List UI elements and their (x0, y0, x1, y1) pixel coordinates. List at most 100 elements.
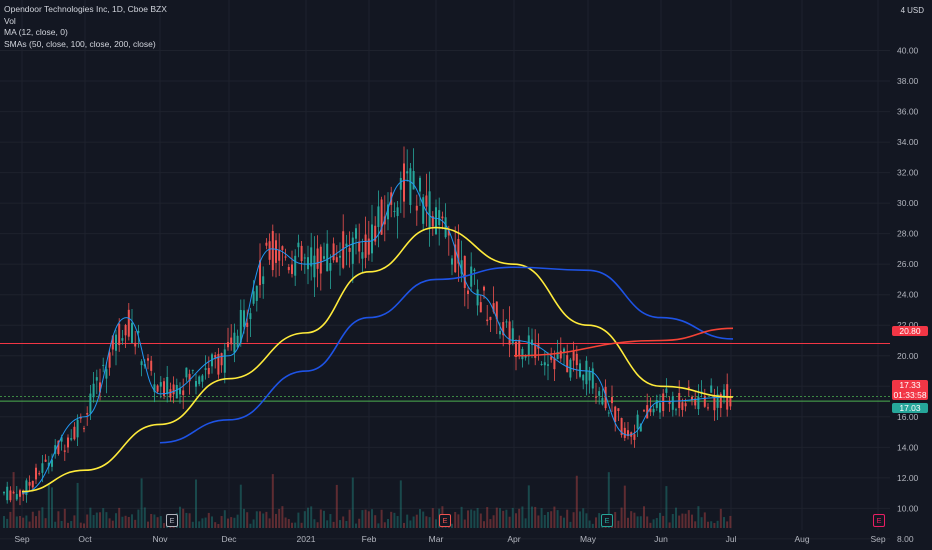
price-tick-label: 12.00 (897, 473, 919, 483)
candle-body (499, 330, 501, 335)
candle-body (361, 252, 364, 259)
candle-body (207, 367, 210, 375)
volume-bars (3, 472, 732, 528)
ma-indicator-label[interactable]: MA (12, close, 0) (4, 27, 68, 37)
candle-body (543, 362, 546, 366)
volume-bar (518, 508, 521, 528)
volume-bar (684, 513, 687, 528)
candle-body (185, 367, 188, 378)
price-tick-label: 30.00 (897, 198, 919, 208)
volume-bar (428, 517, 431, 528)
volume-bar (534, 506, 537, 528)
vol-indicator-label[interactable]: Vol (4, 15, 16, 26)
time-tick-label: Jun (654, 534, 668, 544)
candle-body (502, 322, 505, 336)
candle-body (326, 243, 329, 272)
candle-body (121, 338, 124, 341)
volume-bar (211, 516, 213, 528)
volume-bar (124, 515, 127, 528)
symbol-title[interactable]: Opendoor Technologies Inc, 1D, Cboe BZX (4, 4, 167, 14)
candle-body (476, 289, 479, 306)
candle-body (12, 492, 15, 494)
candle-body (76, 419, 79, 438)
candle-body (255, 285, 258, 301)
candle-body (415, 205, 418, 211)
volume-bar (108, 518, 111, 528)
volume-bar (86, 514, 89, 528)
candle-body (515, 341, 517, 358)
candle-body (518, 339, 521, 357)
moving-averages (21, 179, 734, 494)
earnings-marker-aug[interactable]: E (873, 514, 885, 527)
candle-body (284, 256, 287, 258)
volume-bar (380, 509, 383, 528)
candle-body (246, 322, 249, 327)
volume-bar (627, 517, 629, 528)
candle-body (182, 390, 185, 395)
candle-body (659, 402, 661, 413)
candle-body (41, 463, 44, 473)
candle-body (204, 368, 207, 370)
candle-body (627, 430, 629, 437)
candle-body (431, 216, 434, 227)
volume-bar (137, 509, 140, 528)
volume-bar (268, 518, 271, 528)
volume-bar (92, 515, 95, 528)
candle-body (102, 364, 105, 366)
volume-bar (147, 521, 149, 528)
volume-bar (377, 523, 380, 528)
volume-bar (479, 513, 482, 528)
candle-body (492, 303, 495, 312)
chart-grid (0, 0, 890, 540)
price-tick-label: 10.00 (897, 503, 919, 513)
candle-body (303, 257, 306, 259)
volume-bar (412, 516, 415, 528)
candle-body (393, 210, 396, 212)
candle-body (105, 369, 108, 379)
volume-bar (9, 511, 12, 528)
volume-bar (105, 512, 108, 528)
volume-bar (697, 506, 700, 528)
candle-body (662, 393, 665, 411)
volume-bar (278, 508, 281, 528)
candle-body (227, 342, 229, 348)
volume-bar (115, 513, 117, 528)
volume-bar (323, 510, 325, 528)
candle-body (252, 291, 255, 304)
horizontal-lines (0, 343, 890, 402)
candle-body (268, 241, 271, 260)
candle-body (316, 248, 319, 269)
smas-indicator-label[interactable]: SMAs (50, close, 100, close, 200, close) (4, 38, 156, 49)
volume-bar (527, 485, 530, 528)
candle-body (371, 224, 373, 254)
candle-body (377, 206, 380, 228)
volume-bar (671, 513, 674, 528)
volume-bar (265, 511, 268, 528)
candle-body (479, 302, 482, 313)
candle-body (527, 335, 530, 357)
candle-body (63, 450, 66, 452)
candle-body (713, 395, 716, 411)
candle-body (652, 408, 655, 413)
volume-bar (553, 506, 556, 528)
candle-body (70, 438, 73, 440)
candle-body (108, 352, 111, 368)
volume-bar (355, 523, 357, 528)
earnings-marker-may[interactable]: E (601, 514, 613, 527)
currency-code: USD (907, 6, 924, 15)
volume-bar (563, 517, 565, 528)
volume-bar (239, 484, 242, 528)
time-tick-label: Sep (14, 534, 29, 544)
candle-body (591, 368, 594, 389)
earnings-marker-nov[interactable]: E (166, 514, 178, 527)
candle-body (604, 386, 607, 409)
candle-body (335, 257, 338, 263)
volume-bar (361, 510, 364, 528)
candle-body (220, 353, 223, 366)
volume-bar (319, 509, 322, 528)
price-axis: 8.0010.0012.0014.0016.0018.0020.0022.002… (897, 46, 919, 544)
currency-label[interactable]: 4 USD (901, 6, 924, 15)
candle-body (172, 384, 175, 395)
earnings-marker-mar[interactable]: E (439, 514, 451, 527)
